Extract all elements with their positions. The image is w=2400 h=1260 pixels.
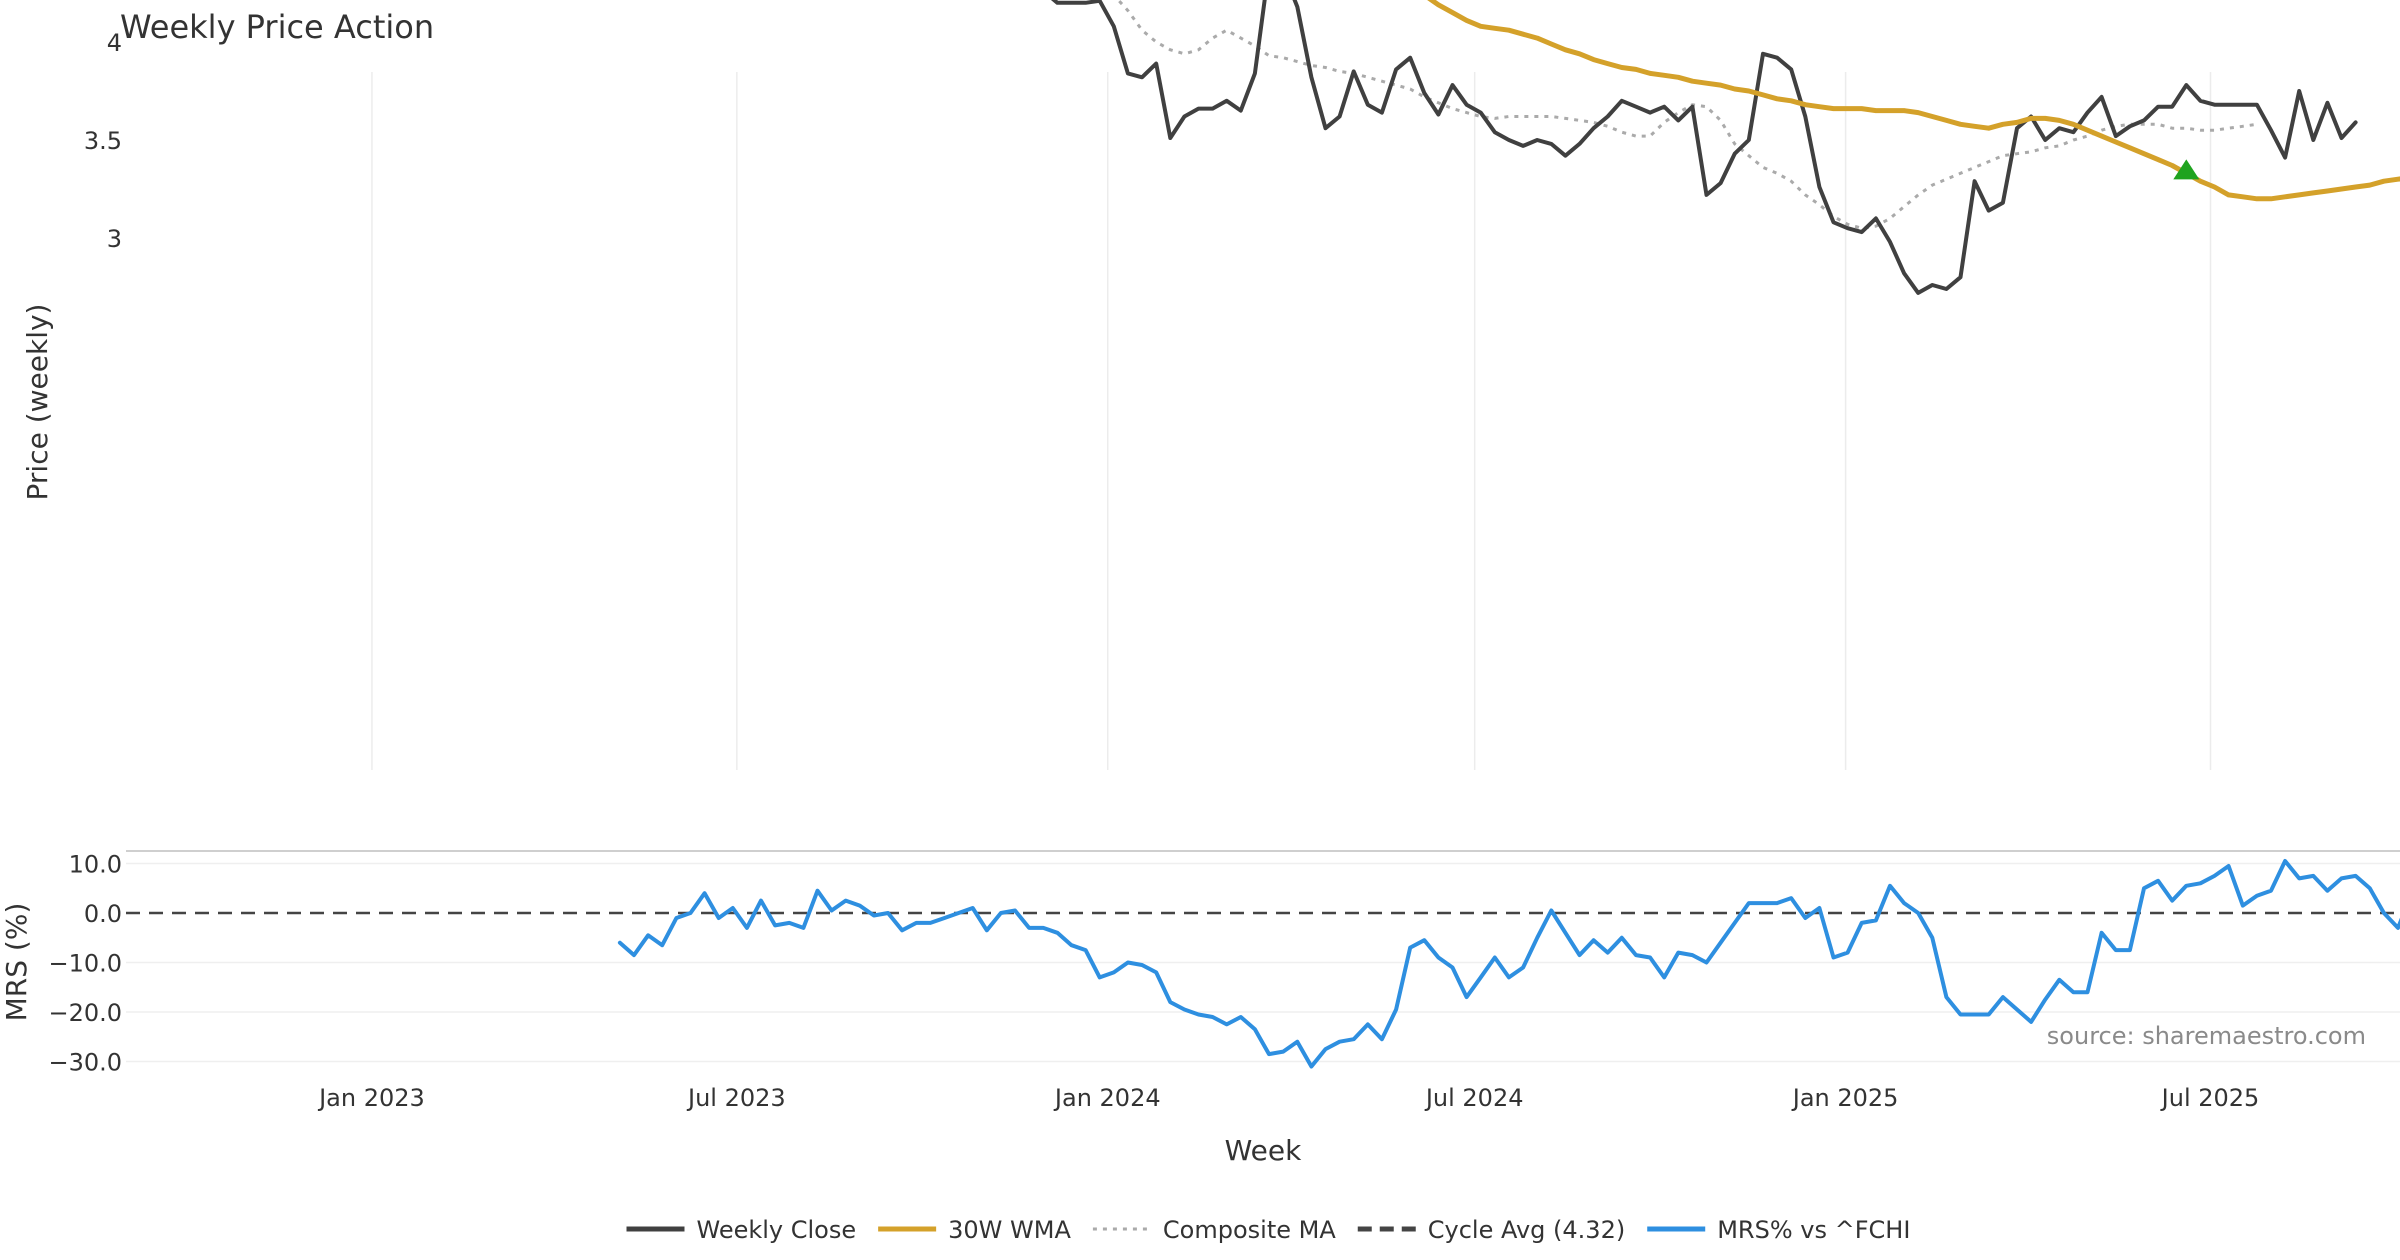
- legend-label: Weekly Close: [697, 1216, 857, 1244]
- source-watermark: source: sharemaestro.com: [2047, 1022, 2366, 1050]
- mrs-y-ticks: −30.0 −20.0 −10.0 0.0 10.0: [48, 851, 122, 1077]
- signal-markers: [2173, 159, 2200, 180]
- x-axis-title: Week: [1225, 1134, 1302, 1167]
- series-composite-ma: [1116, 0, 2258, 230]
- legend-label: MRS% vs ^FCHI: [1717, 1216, 1910, 1244]
- mrs-y-axis-title: MRS (%): [0, 903, 33, 1022]
- legend-item: MRS% vs ^FCHI: [1647, 1216, 1910, 1244]
- chart-title: Weekly Price Action: [120, 8, 434, 46]
- x-tick-label: Jul 2023: [686, 1084, 786, 1112]
- price-tick-label: 3.5: [84, 127, 122, 155]
- series-mrs-vs-fchi: [617, 859, 2400, 1069]
- legend-item: 30W WMA: [878, 1216, 1071, 1244]
- legend-item: Cycle Avg (4.32): [1357, 1216, 1625, 1244]
- mrs-tick-label: −20.0: [48, 999, 122, 1027]
- x-tick-label: Jul 2024: [1424, 1084, 1524, 1112]
- legend-item: Weekly Close: [626, 1216, 857, 1244]
- x-axis-ticks: Jan 2023 Jul 2023 Jan 2024 Jul 2024 Jan 2025…: [317, 1084, 2259, 1112]
- x-tick-label: Jan 2024: [1053, 1084, 1161, 1112]
- price-tick-label: 4: [107, 29, 122, 57]
- x-tick-label: Jan 2025: [1791, 1084, 1899, 1112]
- series-layer: [617, 0, 2400, 1069]
- legend-label: Composite MA: [1163, 1216, 1336, 1244]
- mrs-tick-label: −10.0: [48, 950, 122, 978]
- legend-item: Composite MA: [1092, 1216, 1336, 1244]
- series-weekly-close: [1050, 0, 2358, 295]
- legend-label: Cycle Avg (4.32): [1428, 1216, 1625, 1244]
- legend: Weekly Close 30W WMA Composite MA Cycle Avg…: [626, 1216, 1910, 1244]
- x-tick-label: Jul 2025: [2160, 1084, 2260, 1112]
- price-y-ticks: 33.544.555.56: [84, 29, 122, 253]
- x-tick-label: Jan 2023: [317, 1084, 425, 1112]
- gridlines: [126, 72, 2400, 1063]
- price-y-axis-title: Price (weekly): [21, 304, 54, 501]
- buy-signal-marker: [2173, 159, 2200, 180]
- mrs-tick-label: 0.0: [84, 900, 122, 928]
- price-tick-label: 3: [107, 225, 122, 253]
- series-30w-wma: [1427, 0, 2400, 202]
- mrs-tick-label: 10.0: [69, 851, 122, 879]
- mrs-tick-label: −30.0: [48, 1049, 122, 1077]
- legend-label: 30W WMA: [948, 1216, 1071, 1244]
